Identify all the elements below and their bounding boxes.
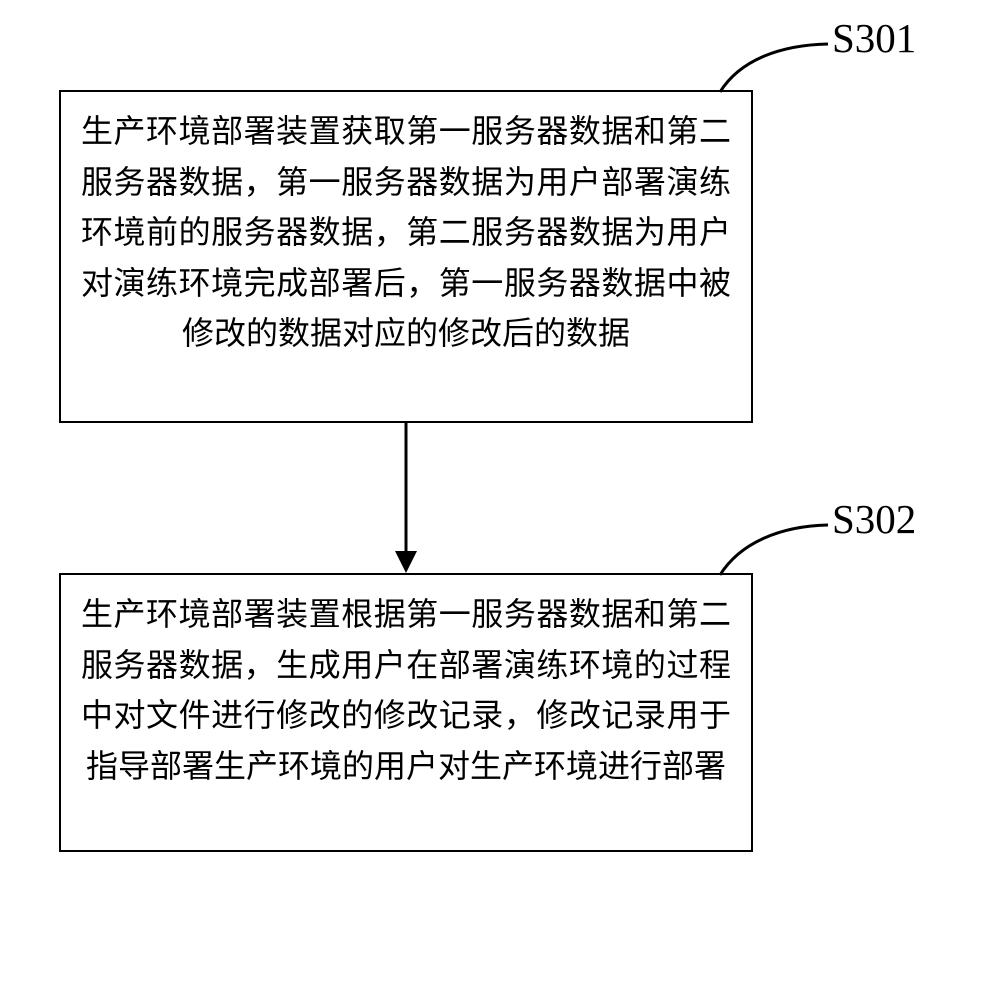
flowchart-step-2-text: 生产环境部署装置根据第一服务器数据和第二服务器数据，生成用户在部署演练环境的过程… [81, 596, 731, 784]
flowchart-step-2: 生产环境部署装置根据第一服务器数据和第二服务器数据，生成用户在部署演练环境的过程… [59, 573, 753, 852]
flowchart-step-1-text: 生产环境部署装置获取第一服务器数据和第二服务器数据，第一服务器数据为用户部署演练… [81, 113, 731, 351]
flowchart-step-1: 生产环境部署装置获取第一服务器数据和第二服务器数据，第一服务器数据为用户部署演练… [59, 90, 753, 423]
step-label-s302: S302 [832, 495, 916, 543]
step-label-s301: S301 [832, 14, 916, 62]
